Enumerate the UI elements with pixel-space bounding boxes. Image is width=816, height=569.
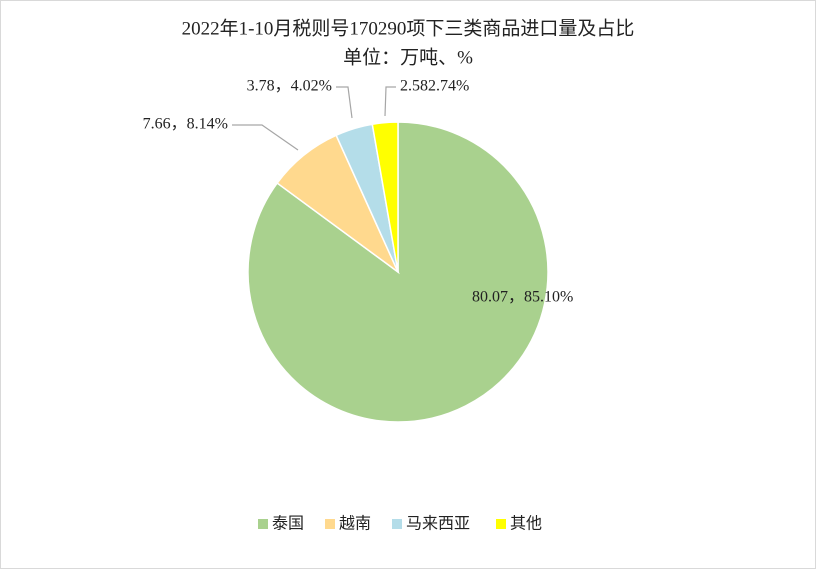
legend-swatch [325,519,335,529]
data-label: 2.582.74% [400,78,469,95]
legend-swatch [392,519,402,529]
legend-label: 泰国 [272,515,304,533]
leader-line [336,86,353,119]
chart-title: 2022年1-10月税则号170290项下三类商品进口量及占比 [182,17,635,39]
legend-label: 马来西亚 [406,515,470,533]
data-label: 3.78，4.02% [247,78,332,95]
data-label: 80.07，85.10% [472,289,573,306]
pie-slice [371,121,399,273]
chart-subtitle: 单位：万吨、% [343,46,473,68]
legend-swatch [258,519,268,529]
legend-swatch [496,519,506,529]
legend-label: 其他 [510,515,542,533]
leader-line [384,86,396,117]
leader-line [232,124,299,151]
data-label: 7.66，8.14% [143,116,228,133]
legend-label: 越南 [339,515,371,533]
